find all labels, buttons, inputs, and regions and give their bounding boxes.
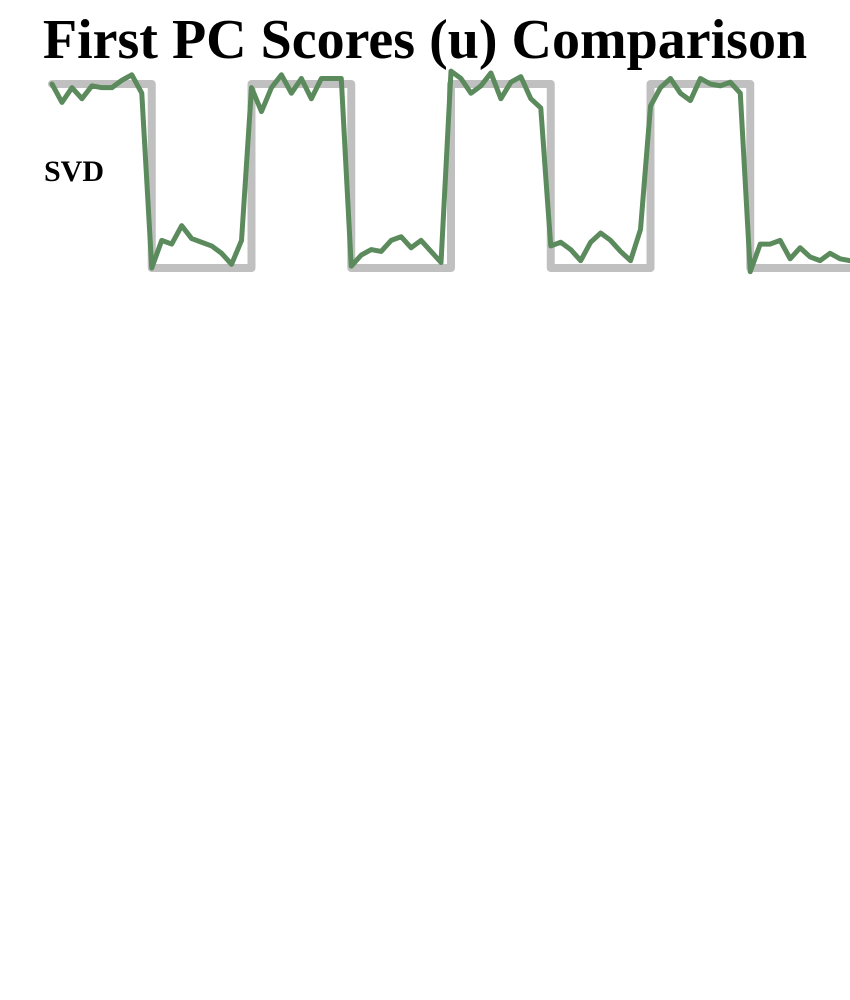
panel-label-svd: SVD: [44, 155, 105, 188]
svd-series-line: [49, 68, 850, 275]
chart-title: First PC Scores (u) Comparison: [42, 9, 808, 71]
